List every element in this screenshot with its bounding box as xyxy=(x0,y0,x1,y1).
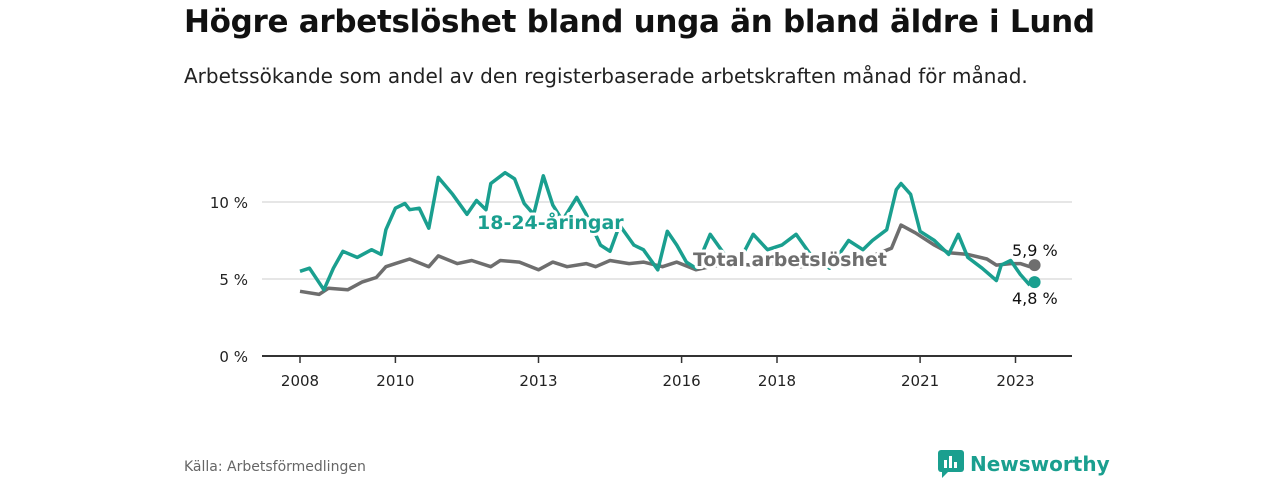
y-tick-label: 5 % xyxy=(219,271,248,289)
end-label-total: 5,9 % xyxy=(1012,241,1058,260)
series-line-total xyxy=(299,223,1031,297)
end-label-youth: 4,8 % xyxy=(1012,289,1058,308)
y-tick-label: 10 % xyxy=(210,194,248,212)
series-label-youth-halo: 18-24-åringar xyxy=(477,210,624,234)
x-tick-label: 2010 xyxy=(376,372,414,390)
logo-icon xyxy=(938,450,964,478)
source-note: Källa: Arbetsförmedlingen xyxy=(184,459,366,475)
x-tick-label: 2023 xyxy=(996,372,1034,390)
end-point xyxy=(1028,259,1041,272)
series-label-youth: 18-24-åringar xyxy=(477,210,624,234)
y-tick-label: 0 % xyxy=(219,348,248,366)
newsworthy-logo: Newsworthy xyxy=(938,450,1110,478)
series-line-youth xyxy=(299,170,1032,292)
x-tick-label: 2013 xyxy=(519,372,557,390)
x-tick-label: 2021 xyxy=(901,372,939,390)
series-label-total-halo: Total arbetslöshet xyxy=(693,249,887,271)
x-tick-label: 2008 xyxy=(281,372,319,390)
x-tick-label: 2016 xyxy=(663,372,701,390)
x-tick-label: 2018 xyxy=(758,372,796,390)
logo-text: Newsworthy xyxy=(970,452,1110,476)
series-label-total: Total arbetslöshet xyxy=(693,249,887,271)
chart-title: Högre arbetslöshet bland unga än bland ä… xyxy=(184,4,1095,40)
end-point xyxy=(1028,276,1041,289)
chart-subtitle: Arbetssökande som andel av den registerb… xyxy=(184,64,1028,88)
